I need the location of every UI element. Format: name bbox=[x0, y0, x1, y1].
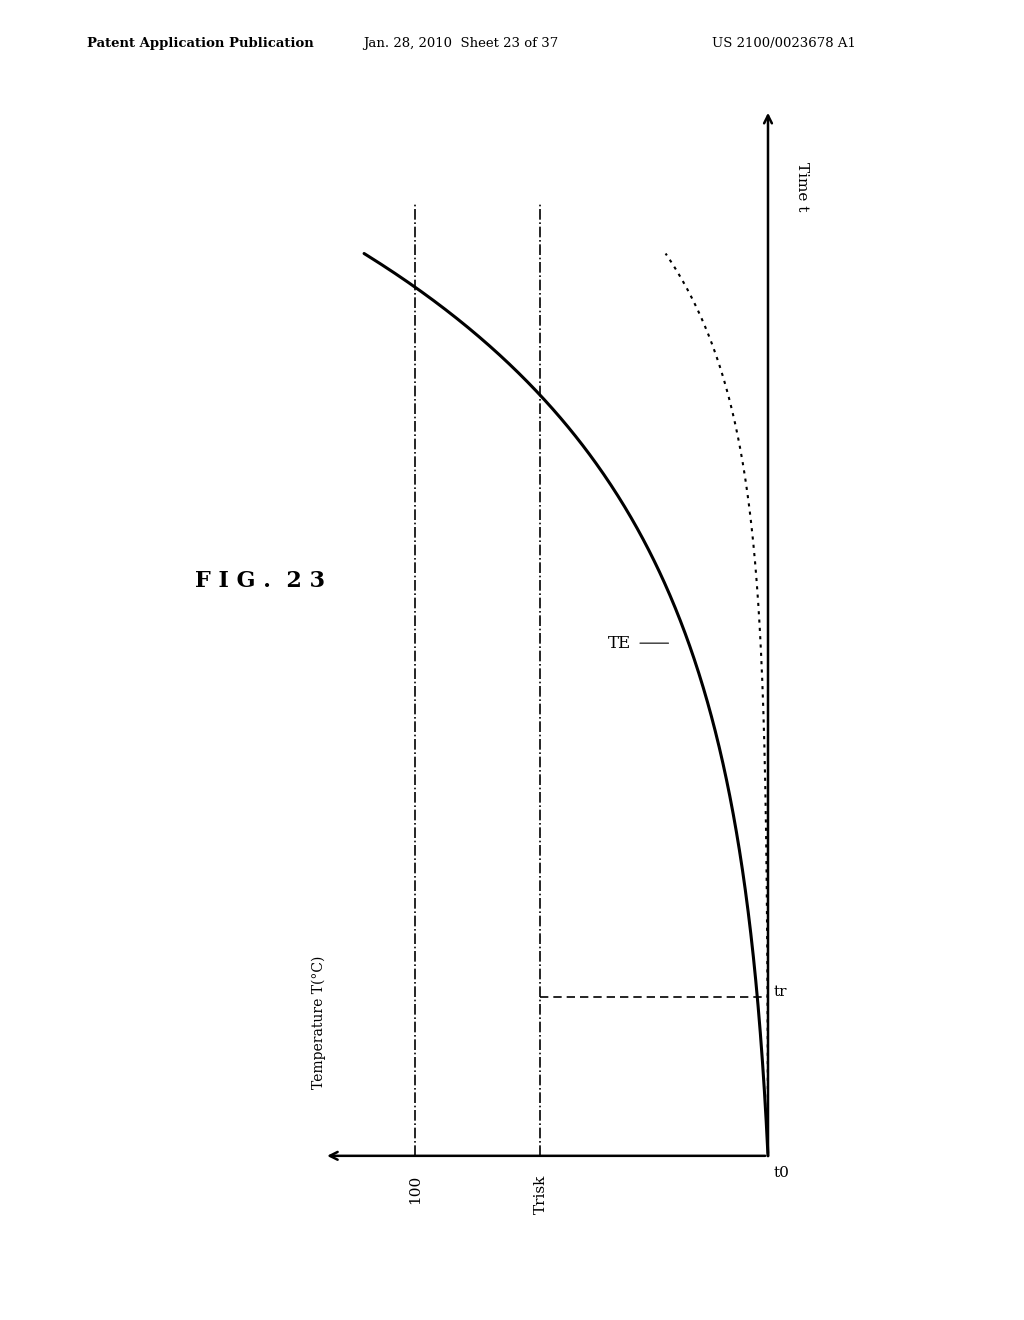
Text: Temperature T(°C): Temperature T(°C) bbox=[311, 956, 326, 1089]
Text: tr: tr bbox=[774, 985, 787, 999]
Text: Jan. 28, 2010  Sheet 23 of 37: Jan. 28, 2010 Sheet 23 of 37 bbox=[364, 37, 559, 50]
Text: US 2100/0023678 A1: US 2100/0023678 A1 bbox=[712, 37, 856, 50]
Text: TE: TE bbox=[608, 635, 632, 652]
Text: 100: 100 bbox=[409, 1175, 422, 1204]
Text: F I G .  2 3: F I G . 2 3 bbox=[195, 570, 325, 591]
Text: Patent Application Publication: Patent Application Publication bbox=[87, 37, 313, 50]
Text: t0: t0 bbox=[774, 1166, 790, 1180]
Text: Trisk: Trisk bbox=[534, 1175, 548, 1213]
Text: Time t: Time t bbox=[795, 162, 809, 211]
